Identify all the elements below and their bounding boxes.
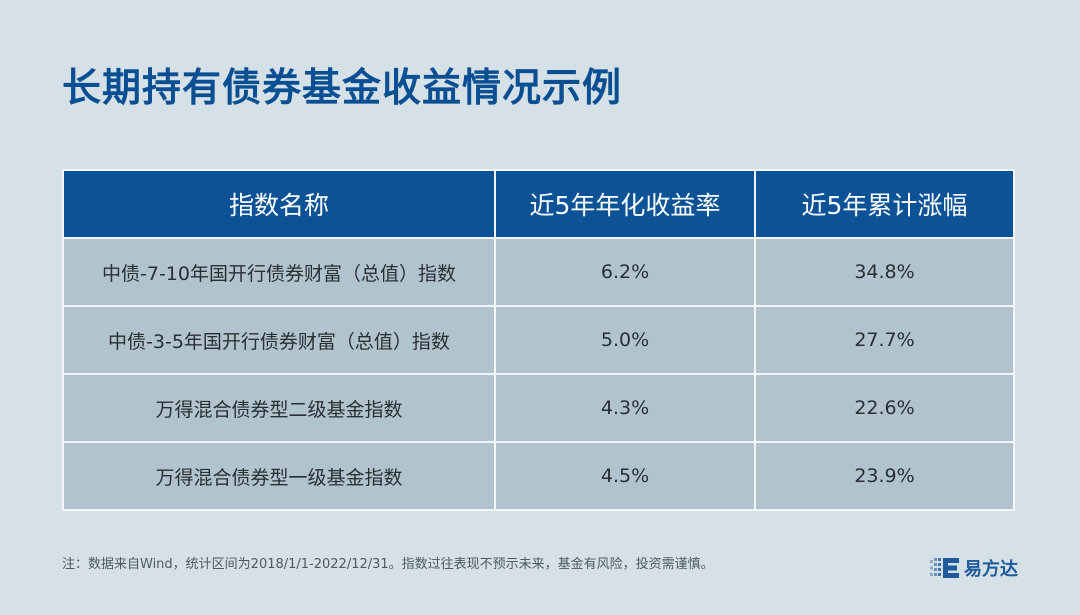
footnote: 注：数据来自Wind，统计区间为2018/1/1-2022/12/31。指数过往… — [62, 557, 714, 572]
cell-index-name: 中债-3-5年国开行债券财富（总值）指数 — [62, 305, 496, 375]
returns-table: 指数名称 近5年年化收益率 近5年累计涨幅 中债-7-10年国开行债券财富（总值… — [62, 169, 1015, 511]
table-row: 万得混合债券型一级基金指数 4.5% 23.9% — [62, 441, 1015, 511]
cell-cumulative-gain: 34.8% — [754, 237, 1015, 307]
cell-cumulative-gain: 27.7% — [754, 305, 1015, 375]
cell-annualized-return: 5.0% — [494, 305, 756, 375]
brand-logo: 易方达 — [930, 555, 1018, 581]
cell-annualized-return: 6.2% — [494, 237, 756, 307]
page-title: 长期持有债券基金收益情况示例 — [62, 66, 623, 111]
cell-index-name: 万得混合债券型二级基金指数 — [62, 373, 496, 443]
table-row: 万得混合债券型二级基金指数 4.3% 22.6% — [62, 373, 1015, 443]
brand-name: 易方达 — [964, 559, 1018, 580]
cell-index-name: 万得混合债券型一级基金指数 — [62, 441, 496, 511]
cell-index-name: 中债-7-10年国开行债券财富（总值）指数 — [62, 237, 496, 307]
efund-logo-icon — [930, 558, 959, 578]
cell-annualized-return: 4.3% — [494, 373, 756, 443]
table-row: 中债-3-5年国开行债券财富（总值）指数 5.0% 27.7% — [62, 305, 1015, 375]
cell-cumulative-gain: 23.9% — [754, 441, 1015, 511]
header-index-name: 指数名称 — [62, 169, 496, 239]
header-annualized-return: 近5年年化收益率 — [494, 169, 756, 239]
cell-cumulative-gain: 22.6% — [754, 373, 1015, 443]
header-cumulative-gain: 近5年累计涨幅 — [754, 169, 1015, 239]
table-row: 中债-7-10年国开行债券财富（总值）指数 6.2% 34.8% — [62, 237, 1015, 307]
table-header-row: 指数名称 近5年年化收益率 近5年累计涨幅 — [62, 169, 1015, 239]
cell-annualized-return: 4.5% — [494, 441, 756, 511]
